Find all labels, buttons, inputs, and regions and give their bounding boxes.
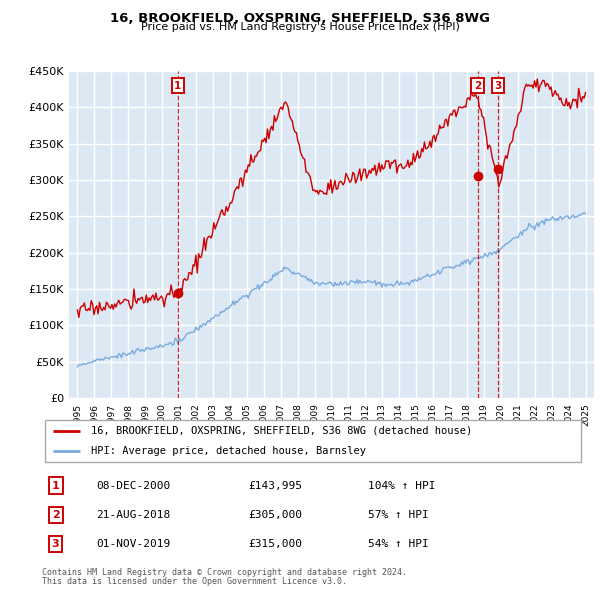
Text: Contains HM Land Registry data © Crown copyright and database right 2024.: Contains HM Land Registry data © Crown c…	[42, 568, 407, 576]
Text: 57% ↑ HPI: 57% ↑ HPI	[368, 510, 428, 520]
Text: HPI: Average price, detached house, Barnsley: HPI: Average price, detached house, Barn…	[91, 446, 366, 456]
Text: £143,995: £143,995	[248, 481, 302, 490]
Text: 16, BROOKFIELD, OXSPRING, SHEFFIELD, S36 8WG: 16, BROOKFIELD, OXSPRING, SHEFFIELD, S36…	[110, 12, 490, 25]
Text: 1: 1	[174, 81, 182, 91]
Text: 3: 3	[494, 81, 502, 91]
Text: 104% ↑ HPI: 104% ↑ HPI	[368, 481, 436, 490]
Text: 21-AUG-2018: 21-AUG-2018	[97, 510, 170, 520]
Text: Price paid vs. HM Land Registry's House Price Index (HPI): Price paid vs. HM Land Registry's House …	[140, 22, 460, 32]
Text: 16, BROOKFIELD, OXSPRING, SHEFFIELD, S36 8WG (detached house): 16, BROOKFIELD, OXSPRING, SHEFFIELD, S36…	[91, 426, 472, 436]
Text: 2: 2	[52, 510, 59, 520]
Text: 08-DEC-2000: 08-DEC-2000	[97, 481, 170, 490]
Text: 54% ↑ HPI: 54% ↑ HPI	[368, 539, 428, 549]
FancyBboxPatch shape	[45, 420, 581, 463]
Text: 1: 1	[52, 481, 59, 490]
Text: £315,000: £315,000	[248, 539, 302, 549]
Text: This data is licensed under the Open Government Licence v3.0.: This data is licensed under the Open Gov…	[42, 577, 347, 586]
Text: 01-NOV-2019: 01-NOV-2019	[97, 539, 170, 549]
Text: £305,000: £305,000	[248, 510, 302, 520]
Text: 2: 2	[474, 81, 481, 91]
Text: 3: 3	[52, 539, 59, 549]
